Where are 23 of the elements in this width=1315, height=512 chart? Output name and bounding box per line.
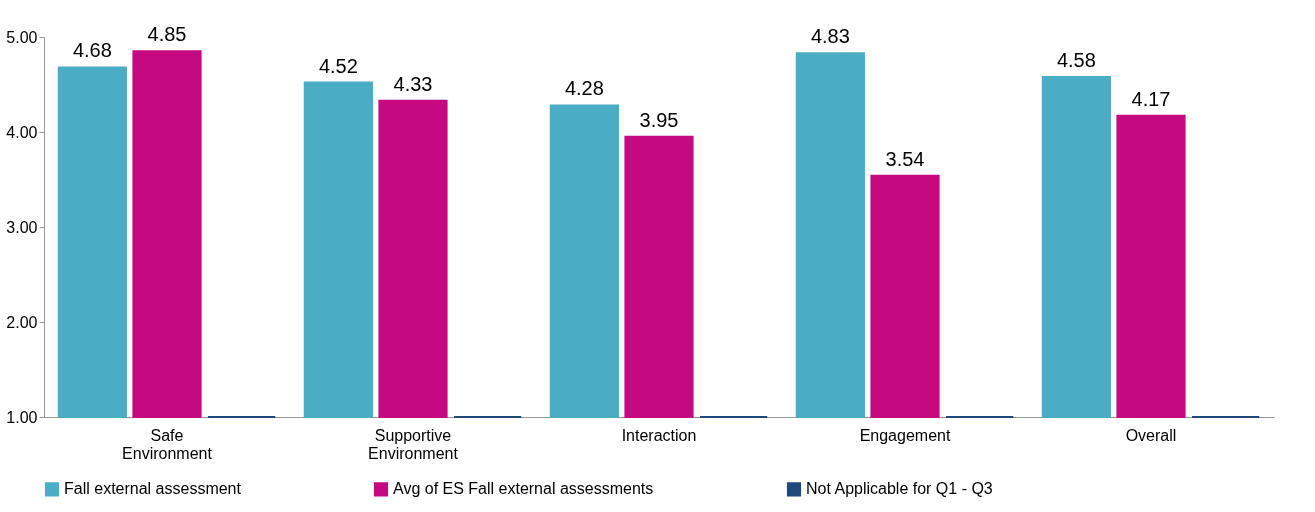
data-label: 3.54: [885, 147, 925, 170]
data-label: 4.85: [147, 23, 187, 46]
y-tick-label: 4.00: [6, 123, 38, 141]
data-label: 4.68: [72, 39, 112, 62]
x-tick-label: Safe Environment: [122, 426, 213, 462]
data-label: 4.83: [810, 25, 850, 48]
y-tick-label: 3.00: [6, 218, 38, 236]
legend-label: Fall external assessment: [64, 480, 242, 498]
data-label: 4.52: [318, 54, 358, 77]
data-label: 4.28: [564, 77, 604, 100]
x-tick-label: Supportive Environment: [368, 426, 459, 462]
y-tick-label: 2.00: [6, 313, 38, 331]
x-tick-label: Engagement: [859, 426, 951, 444]
x-tick-label: Interaction: [621, 426, 697, 444]
y-tick-label: 5.00: [6, 28, 38, 46]
legend-label: Avg of ES Fall external assessments: [393, 480, 654, 498]
x-tick-label: Overall: [1125, 426, 1177, 444]
data-label: 4.17: [1131, 87, 1171, 110]
legend-label: Not Applicable for Q1 - Q3: [806, 480, 993, 498]
data-label: 3.95: [639, 108, 679, 131]
data-label: 4.58: [1056, 48, 1096, 71]
data-label: 4.33: [393, 72, 433, 95]
y-tick-label: 1.00: [6, 408, 38, 426]
